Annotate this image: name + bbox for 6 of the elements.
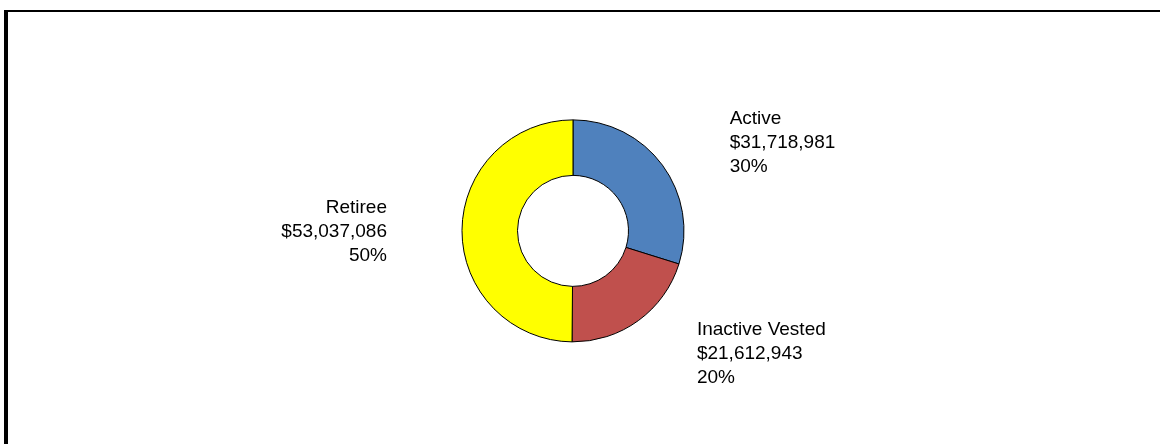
data-label: $21,612,943 20% [696,342,803,388]
slice-label: Inactive Vested [696,318,826,340]
data-label: $31,718,981 30% [729,130,836,176]
slice-label: Retiree [325,195,387,217]
data-label: $53,037,086 50% [281,219,388,265]
slice-label: Active [729,106,782,128]
